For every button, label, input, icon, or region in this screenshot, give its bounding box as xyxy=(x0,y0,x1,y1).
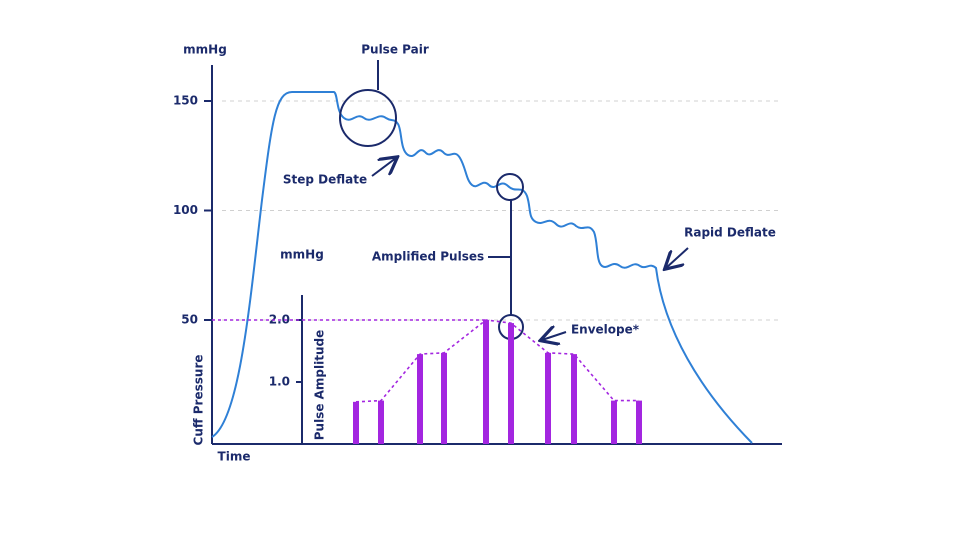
envelope xyxy=(355,319,639,403)
y-tick-label: 100 xyxy=(173,203,198,217)
pulse-bar xyxy=(508,323,514,444)
pulse-bar xyxy=(636,400,642,444)
pulse-bar xyxy=(611,400,617,444)
axis-label: Pulse Amplitude xyxy=(313,330,327,441)
y-tick-label: 50 xyxy=(181,313,198,327)
y-tick-label: 150 xyxy=(173,94,198,108)
annotation: Pulse Pair xyxy=(361,43,429,57)
unit: mmHg xyxy=(280,248,324,262)
axis-label: Time xyxy=(218,450,251,464)
highlight-circle xyxy=(339,89,397,147)
pulse-bar xyxy=(353,401,359,444)
annotation: Rapid Deflate xyxy=(684,226,776,240)
y-tick-label: 1.0 xyxy=(269,375,290,389)
axis-label: Cuff Pressure xyxy=(192,355,206,446)
unit: mmHg xyxy=(183,43,227,57)
pulse-bar xyxy=(441,352,447,444)
pulse-bar xyxy=(417,354,423,444)
annotation: Amplified Pulses xyxy=(372,250,484,264)
annotation: Envelope* xyxy=(571,323,640,337)
pulse-bar xyxy=(571,354,577,444)
pulse-bar xyxy=(378,400,384,444)
arrow xyxy=(542,332,567,340)
annotation: Step Deflate xyxy=(283,173,367,187)
arrow xyxy=(371,158,396,177)
arrow xyxy=(666,247,689,268)
pulse-bar xyxy=(483,320,489,444)
cuff-pressure-curve xyxy=(211,91,753,444)
pulse-bar xyxy=(545,352,551,444)
